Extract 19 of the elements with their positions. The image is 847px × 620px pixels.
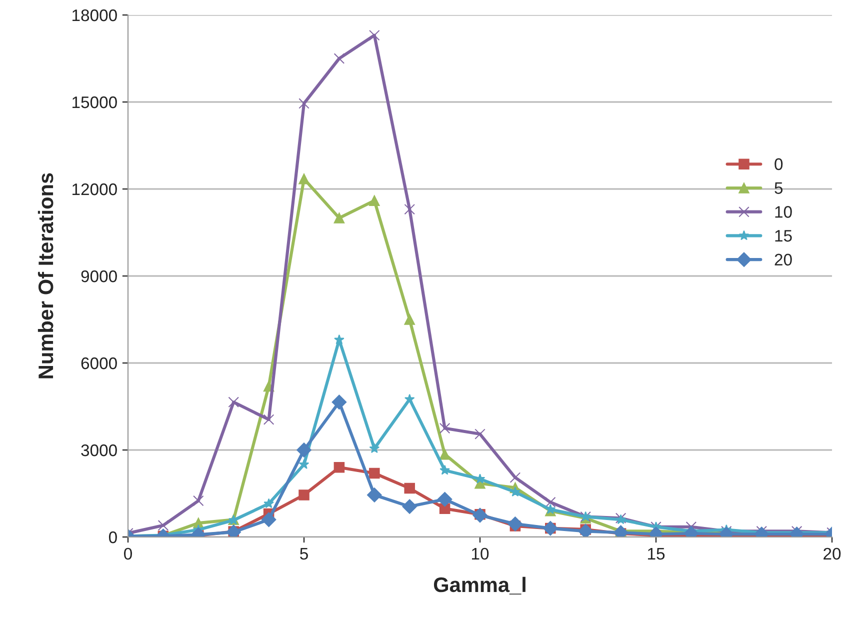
y-tick-label: 3000 (81, 444, 117, 456)
y-tick-label: 15000 (72, 96, 117, 108)
x-tick-label: 5 (300, 548, 308, 560)
legend-label: 15 (775, 230, 792, 242)
legend-label: 10 (775, 206, 792, 218)
x-tick-label: 20 (824, 548, 841, 560)
x-tick-label: 0 (124, 548, 132, 560)
legend-label: 20 (774, 254, 792, 266)
y-tick-label: 6000 (81, 357, 117, 370)
legend-label: 5 (774, 182, 783, 194)
y-tick-label: 9000 (81, 270, 117, 282)
x-tick-label: 15 (648, 548, 665, 560)
x-axis-title: Gamma_l (434, 576, 526, 594)
y-axis-title: Number Of Iterations (38, 173, 54, 378)
legend-label: 0 (774, 158, 783, 170)
x-tick-label: 10 (472, 548, 489, 560)
y-tick-label: 0 (108, 531, 117, 544)
y-tick-label: 18000 (72, 9, 117, 22)
y-tick-label: 12000 (72, 183, 117, 196)
